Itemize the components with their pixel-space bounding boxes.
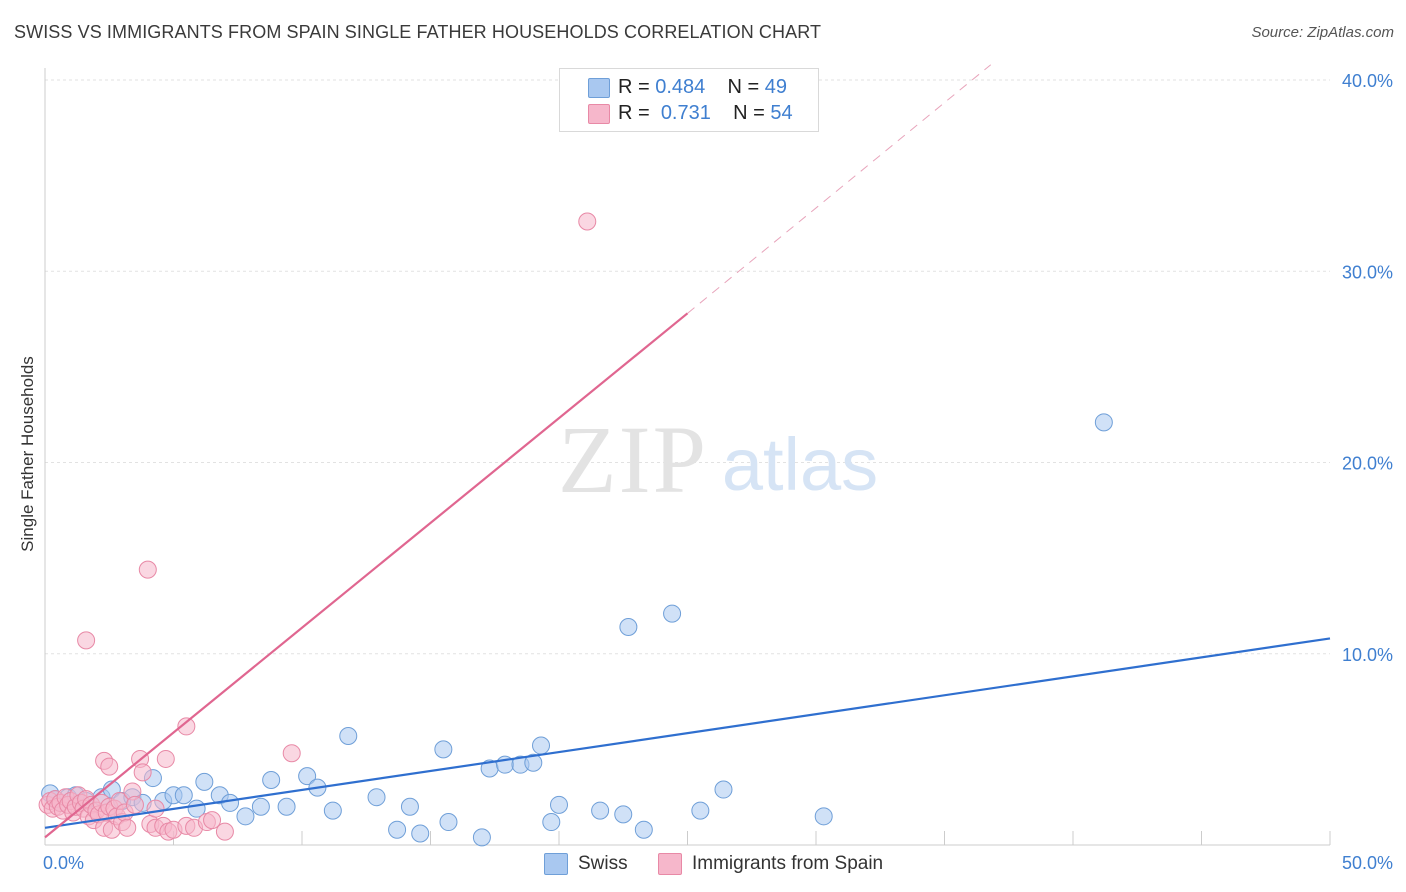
y-tick-label: 20.0%: [1342, 454, 1393, 474]
point-swiss: [236, 807, 255, 826]
point-swiss: [714, 780, 733, 799]
legend-swatch-spain: [658, 853, 682, 875]
watermark: ZIP atlas: [558, 406, 878, 513]
point-spain: [215, 822, 234, 841]
point-spain: [282, 744, 301, 763]
source-label[interactable]: Source: ZipAtlas.com: [1251, 24, 1394, 41]
point-swiss: [439, 813, 458, 832]
point-spain: [125, 795, 144, 814]
correlation-legend: R = 0.484 N = 49 R = 0.731 N = 54: [559, 68, 819, 132]
legend-r-label: R =: [618, 102, 656, 124]
point-swiss: [591, 801, 610, 820]
y-tick-label: 30.0%: [1342, 262, 1393, 282]
legend-label-swiss: Swiss: [578, 853, 628, 874]
trend-lines: [44, 64, 1331, 839]
point-swiss: [400, 797, 419, 816]
legend-n-value: 49: [764, 76, 788, 98]
trend-line-swiss: [44, 637, 1331, 829]
point-swiss: [298, 767, 317, 786]
x-tick-label: 0.0%: [43, 853, 84, 873]
point-spain: [118, 818, 137, 837]
axes: [44, 68, 1331, 846]
tick-labels: 10.0% 20.0% 30.0% 40.0% 0.0% 50.0%: [43, 71, 1393, 873]
point-spain: [578, 212, 597, 231]
grid-lines: [45, 79, 1330, 655]
point-spain: [100, 757, 119, 776]
point-spain: [77, 631, 96, 650]
legend-label-spain: Immigrants from Spain: [692, 853, 884, 874]
y-axis-label: Single Father Households: [18, 356, 37, 552]
data-points: [38, 212, 1113, 847]
point-spain: [146, 799, 165, 818]
point-spain: [156, 749, 175, 768]
point-swiss: [411, 824, 430, 843]
point-swiss: [1094, 413, 1113, 432]
legend-r-value: 0.484: [655, 76, 706, 98]
point-spain: [133, 763, 152, 782]
legend-item-spain[interactable]: Immigrants from Spain: [658, 852, 883, 876]
watermark-zip: ZIP: [558, 406, 708, 513]
point-swiss: [663, 604, 682, 623]
point-swiss: [221, 793, 240, 812]
legend-n-label: N =: [733, 102, 771, 124]
legend-swatch-spain: [588, 104, 610, 124]
x-tick-label: 50.0%: [1342, 853, 1393, 873]
point-swiss: [367, 788, 386, 807]
legend-n-value: 54: [770, 102, 793, 124]
point-spain: [203, 811, 222, 830]
point-swiss: [195, 772, 214, 791]
watermark-atlas: atlas: [722, 423, 878, 506]
legend-r-value: 0.731: [660, 102, 711, 124]
point-swiss: [251, 797, 270, 816]
point-swiss: [532, 736, 551, 755]
point-swiss: [434, 740, 453, 759]
legend-item-swiss[interactable]: Swiss: [544, 852, 628, 876]
point-swiss: [174, 786, 193, 805]
point-swiss: [619, 617, 638, 636]
point-spain: [138, 560, 157, 579]
point-swiss: [524, 753, 543, 772]
point-swiss: [691, 801, 710, 820]
point-swiss: [814, 807, 833, 826]
point-swiss: [542, 813, 561, 832]
trend-line-spain: [44, 312, 689, 839]
point-swiss: [614, 805, 633, 824]
legend-swatch-swiss: [588, 78, 610, 98]
legend-r-label: R =: [618, 76, 656, 98]
point-swiss: [388, 820, 407, 839]
trend-extension-spain: [687, 64, 992, 314]
point-spain: [177, 717, 196, 736]
legend-swatch-swiss: [544, 853, 568, 875]
point-swiss: [339, 726, 358, 745]
y-tick-label: 10.0%: [1342, 645, 1393, 665]
point-swiss: [323, 801, 342, 820]
point-swiss: [550, 795, 568, 814]
point-swiss: [472, 828, 491, 847]
point-swiss: [262, 770, 281, 789]
point-swiss: [277, 797, 296, 816]
y-tick-label: 40.0%: [1342, 71, 1393, 91]
point-swiss: [634, 820, 653, 839]
legend-n-label: N =: [727, 76, 765, 98]
chart-title: SWISS VS IMMIGRANTS FROM SPAIN SINGLE FA…: [14, 22, 822, 42]
